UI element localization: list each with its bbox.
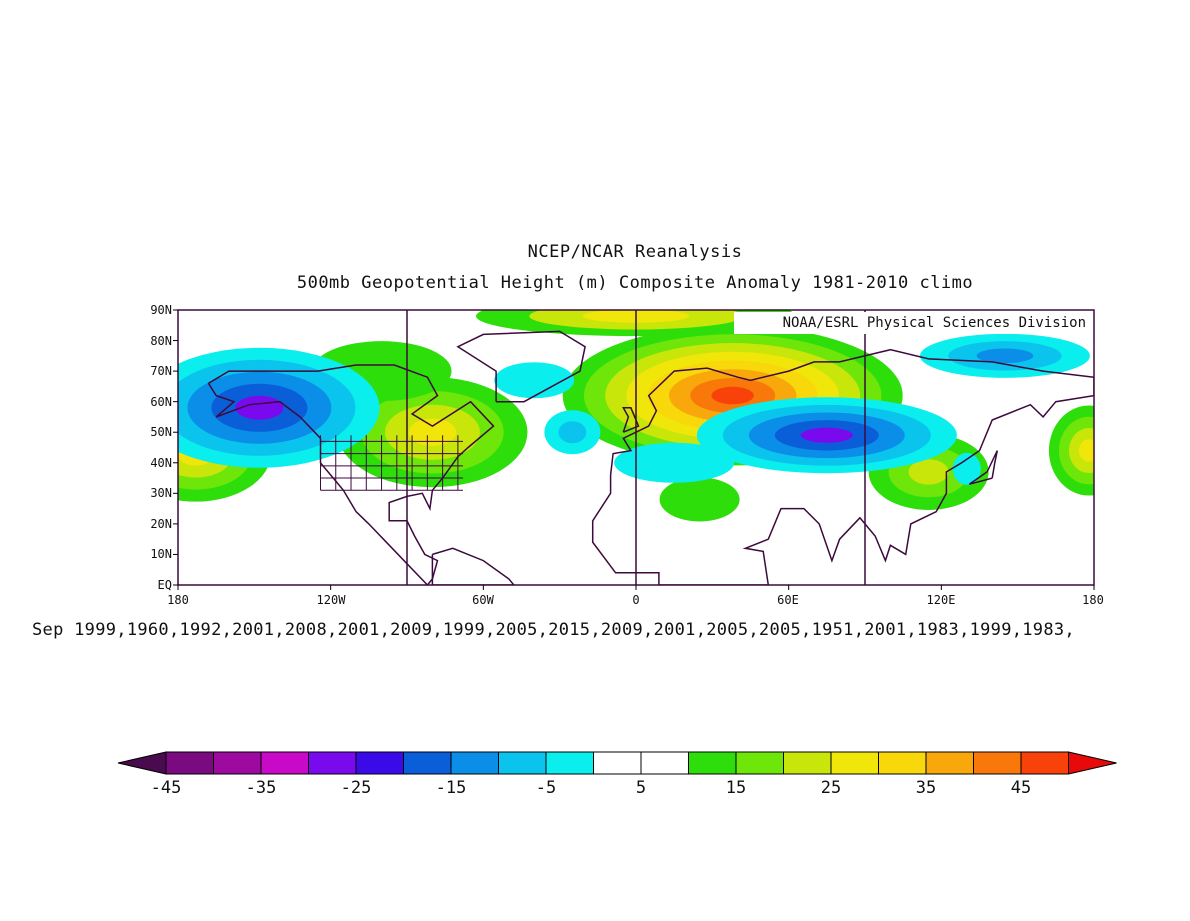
colorbar-label: -25 xyxy=(340,778,372,798)
colorbar-label: -35 xyxy=(245,778,277,798)
colorbar-label: 45 xyxy=(1010,778,1032,798)
colorbar-label: 25 xyxy=(820,778,842,798)
y-tick-label: EQ xyxy=(157,578,172,592)
y-tick-label: 80N xyxy=(150,334,172,348)
negative-anomaly xyxy=(800,427,853,443)
y-tick-label: 90N xyxy=(150,303,172,317)
colorbar-label: 35 xyxy=(915,778,937,798)
colorbar-left-arrow xyxy=(117,751,167,775)
x-tick-label: 120E xyxy=(926,593,956,607)
x-tick-label: 0 xyxy=(632,593,640,607)
colorbar-swatch xyxy=(735,751,784,775)
negative-anomaly xyxy=(558,421,587,444)
composite-years: Sep 1999,1960,1992,2001,2008,2001,2009,1… xyxy=(32,620,1075,640)
positive-anomaly xyxy=(1078,439,1094,462)
colorbar-label: -45 xyxy=(150,778,182,798)
colorbar-swatch xyxy=(973,751,1022,775)
negative-anomaly xyxy=(494,362,575,399)
x-tick-label: 60E xyxy=(777,593,799,607)
coastline xyxy=(456,330,586,403)
colorbar-swatch xyxy=(640,751,689,775)
credit-label: NOAA/ESRL Physical Sciences Division xyxy=(734,312,1090,334)
colorbar-swatch xyxy=(308,751,357,775)
coastline xyxy=(431,547,515,585)
colorbar-right-arrow xyxy=(1068,751,1117,775)
positive-anomaly xyxy=(908,459,949,485)
x-tick-label: 180 xyxy=(167,593,189,607)
colorbar-swatch xyxy=(450,751,499,775)
colorbar-swatch xyxy=(545,751,594,775)
y-tick-label: 10N xyxy=(150,547,172,561)
colorbar-swatch xyxy=(688,751,737,775)
negative-anomaly xyxy=(952,452,981,485)
negative-anomaly xyxy=(614,442,735,483)
positive-anomaly xyxy=(659,477,740,522)
y-tick-label: 70N xyxy=(150,364,172,378)
coastline xyxy=(207,364,495,585)
positive-anomaly xyxy=(711,386,754,405)
x-tick-label: 60W xyxy=(472,593,494,607)
colorbar-swatch xyxy=(165,751,214,775)
y-tick-label: 30N xyxy=(150,486,172,500)
colorbar-label: 5 xyxy=(635,778,647,798)
colorbar-swatch xyxy=(783,751,832,775)
coastline xyxy=(591,348,1094,585)
colorbar-swatch xyxy=(355,751,404,775)
y-tick-label: 40N xyxy=(150,456,172,470)
positive-anomaly xyxy=(408,418,457,446)
colorbar-swatch xyxy=(260,751,309,775)
colorbar-swatch xyxy=(925,751,974,775)
colorbar-swatch xyxy=(403,751,452,775)
colorbar-swatch xyxy=(878,751,927,775)
colorbar-swatch xyxy=(1020,751,1069,775)
colorbar-swatch xyxy=(593,751,642,775)
coastline xyxy=(968,450,999,485)
title-line2: 500mb Geopotential Height (m) Composite … xyxy=(296,273,974,293)
colorbar-label: -5 xyxy=(535,778,557,798)
colorbar-swatch xyxy=(830,751,879,775)
x-tick-label: 120W xyxy=(316,593,346,607)
y-tick-label: 60N xyxy=(150,395,172,409)
negative-anomaly xyxy=(976,348,1034,364)
x-tick-label: 180 xyxy=(1082,593,1104,607)
colorbar-label: 15 xyxy=(725,778,747,798)
colorbar-label: -15 xyxy=(435,778,467,798)
y-tick-label: 50N xyxy=(150,425,172,439)
colorbar-swatch xyxy=(498,751,547,775)
y-tick-label: 20N xyxy=(150,517,172,531)
colorbar-swatch xyxy=(213,751,262,775)
title-line1: NCEP/NCAR Reanalysis xyxy=(527,242,743,262)
